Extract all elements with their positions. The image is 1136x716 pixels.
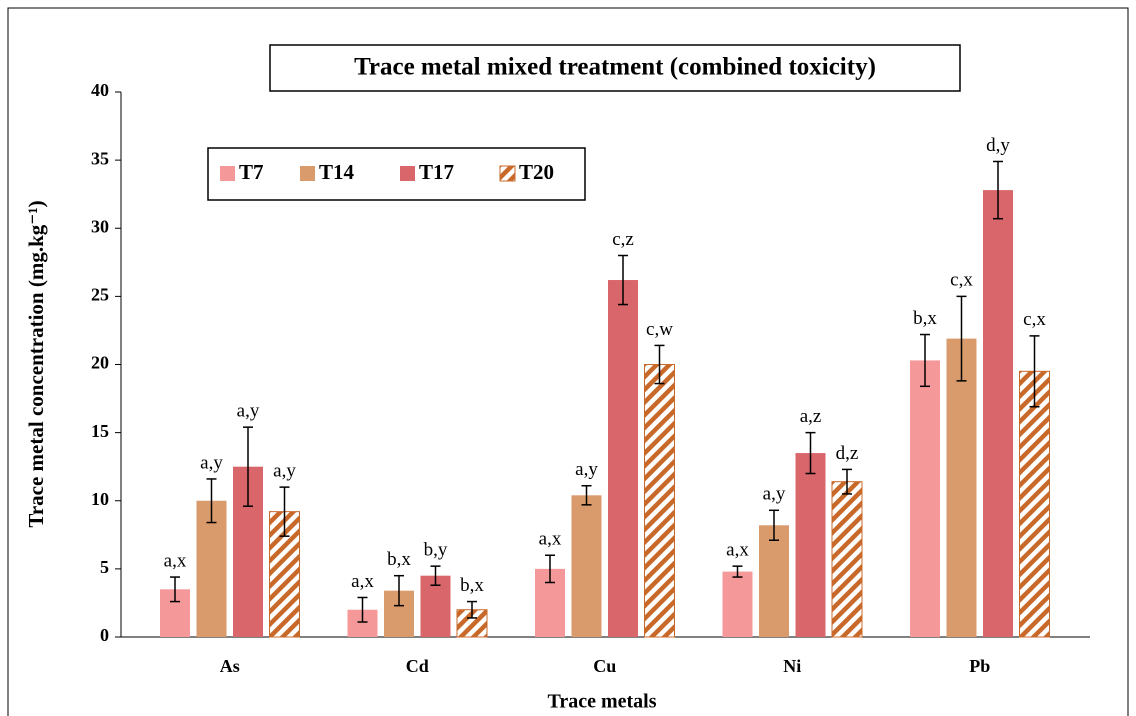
annotation: b,x (460, 575, 484, 596)
bar (644, 364, 675, 638)
annotation: b,x (387, 549, 411, 570)
error-bar (206, 478, 217, 524)
error-bar (581, 485, 592, 506)
annotation: b,x (913, 308, 937, 329)
annotation: a,y (763, 484, 786, 505)
y-tick-label: 0 (100, 625, 109, 645)
bar (571, 495, 602, 637)
x-tick-label: Pb (969, 656, 990, 676)
annotation: a,y (200, 452, 223, 473)
bar (983, 190, 1013, 637)
frame (7, 7, 1129, 716)
error-bar (993, 160, 1003, 220)
legend-swatch (300, 166, 315, 181)
y-tick-label: 5 (100, 557, 109, 577)
bar (722, 571, 753, 637)
annotation: a,x (539, 529, 562, 550)
error-bar (394, 574, 404, 607)
legend-box (207, 147, 586, 201)
error-bar (769, 509, 779, 542)
error-bar (243, 426, 253, 507)
annotation: b,y (424, 540, 448, 561)
y-axis-label: Trace metal concentration (mg.kg⁻¹) (24, 200, 48, 527)
error-bar (357, 596, 368, 623)
annotation: c,z (612, 229, 634, 250)
annotation: a,x (726, 540, 749, 561)
chart-title: Trace metal mixed treatment (combined to… (354, 54, 876, 81)
y-tick-label: 25 (91, 285, 109, 305)
title-box (269, 44, 961, 92)
annotation: c,w (646, 319, 673, 340)
annotation: a,x (351, 571, 374, 592)
annotation: c,x (950, 270, 973, 291)
annotation: a,z (800, 406, 822, 427)
annotation: a,y (273, 460, 296, 481)
y-tick-label: 40 (91, 80, 109, 100)
annotation: d,y (986, 135, 1010, 156)
legend-label: T17 (419, 160, 454, 184)
annotation: d,z (836, 443, 859, 464)
error-bar (467, 600, 477, 619)
legend-swatch (499, 165, 516, 182)
legend-label: T20 (519, 160, 554, 184)
legend-swatch (220, 166, 235, 181)
bar (759, 525, 789, 637)
annotation: c,x (1023, 309, 1046, 330)
legend-label: T14 (319, 160, 355, 184)
error-bar (842, 468, 852, 495)
y-tick-label: 15 (91, 421, 109, 441)
bar (831, 481, 863, 638)
bar (946, 338, 977, 637)
bar (196, 500, 227, 637)
bar (1019, 370, 1050, 638)
legend-swatch (400, 166, 415, 181)
bar (608, 280, 638, 637)
error-bar (654, 344, 665, 385)
error-bar (956, 295, 967, 382)
x-tick-label: Cd (406, 656, 429, 676)
x-axis-label: Trace metals (547, 691, 656, 713)
error-bar (732, 565, 743, 578)
x-tick-label: Ni (783, 656, 801, 676)
error-bar (805, 431, 816, 475)
error-bar (1029, 335, 1040, 408)
legend-label: T7 (239, 160, 264, 184)
annotation: a,y (575, 459, 598, 480)
error-bar (920, 333, 930, 388)
annotation: a,x (164, 550, 187, 571)
y-tick-label: 35 (91, 148, 109, 168)
annotation: a,y (237, 401, 260, 422)
y-tick-label: 30 (91, 216, 109, 236)
error-bar (279, 486, 290, 537)
x-tick-label: Cu (593, 656, 616, 676)
error-bar (618, 254, 628, 306)
error-bar (545, 554, 555, 584)
bar (910, 360, 940, 637)
error-bar (430, 565, 441, 586)
bar (795, 453, 826, 637)
y-tick-label: 10 (91, 489, 109, 509)
error-bar (170, 576, 180, 603)
x-tick-label: As (220, 656, 240, 676)
y-tick-label: 20 (91, 353, 109, 373)
